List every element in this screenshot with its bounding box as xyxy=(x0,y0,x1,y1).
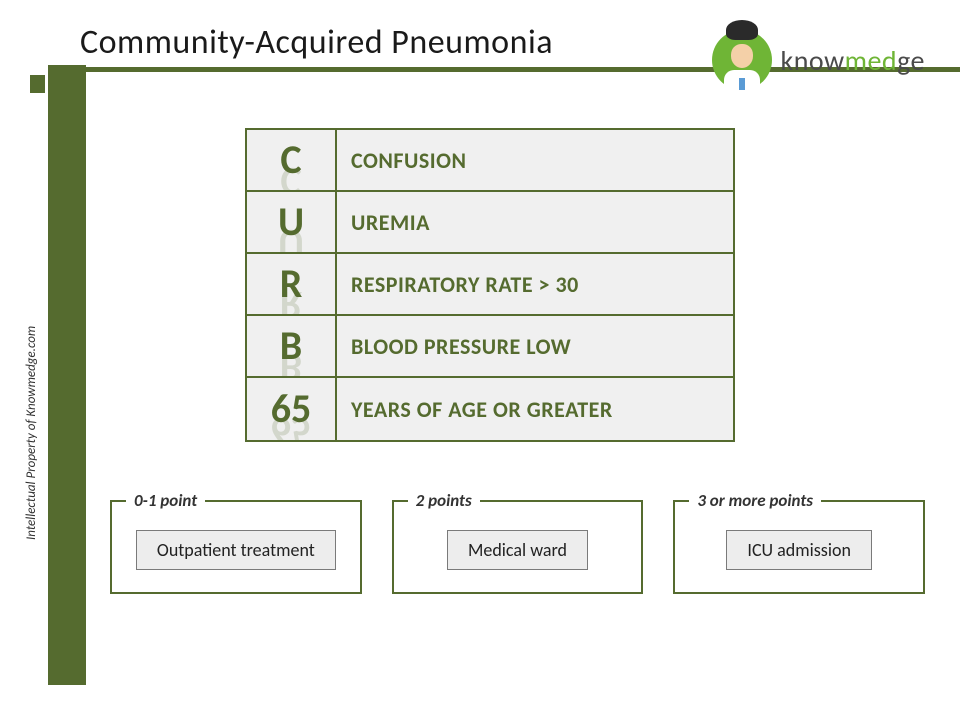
score-action: ICU admission xyxy=(726,530,872,570)
brand-text: knowmedge xyxy=(780,43,925,78)
curb-table: C C CONFUSION U U UREMIA R R RESPIRATORY… xyxy=(245,128,735,442)
sidebar-accent xyxy=(30,75,45,93)
score-section: 0-1 point Outpatient treatment 2 points … xyxy=(110,500,925,594)
curb-letter-65: 65 65 xyxy=(247,378,337,440)
brand-logo: knowmedge xyxy=(712,30,925,90)
brand-prefix: know xyxy=(780,43,844,78)
score-legend: 2 points xyxy=(408,490,480,511)
sidebar-bar xyxy=(48,65,86,685)
score-action: Medical ward xyxy=(447,530,588,570)
curb-desc: BLOOD PRESSURE LOW xyxy=(337,316,733,376)
curb-letter-c: C C xyxy=(247,130,337,190)
curb-desc: UREMIA xyxy=(337,192,733,252)
brand-suffix: ge xyxy=(897,43,925,78)
score-legend: 3 or more points xyxy=(689,490,821,511)
table-row: U U UREMIA xyxy=(247,192,733,254)
table-row: B B BLOOD PRESSURE LOW xyxy=(247,316,733,378)
doctor-icon xyxy=(712,30,772,90)
score-box-01: 0-1 point Outpatient treatment xyxy=(110,500,362,594)
table-row: R R RESPIRATORY RATE > 30 xyxy=(247,254,733,316)
curb-desc: RESPIRATORY RATE > 30 xyxy=(337,254,733,314)
score-legend: 0-1 point xyxy=(126,490,205,511)
table-row: 65 65 YEARS OF AGE OR GREATER xyxy=(247,378,733,440)
curb-letter-r: R R xyxy=(247,254,337,314)
score-box-2: 2 points Medical ward xyxy=(392,500,644,594)
copyright-text: Intellectual Property of Knowmedge.com xyxy=(24,326,39,540)
curb-letter-u: U U xyxy=(247,192,337,252)
score-box-3plus: 3 or more points ICU admission xyxy=(673,500,925,594)
curb-letter-b: B B xyxy=(247,316,337,376)
score-action: Outpatient treatment xyxy=(136,530,336,570)
brand-accent: med xyxy=(845,43,898,78)
table-row: C C CONFUSION xyxy=(247,130,733,192)
curb-desc: CONFUSION xyxy=(337,130,733,190)
curb-desc: YEARS OF AGE OR GREATER xyxy=(337,378,733,440)
